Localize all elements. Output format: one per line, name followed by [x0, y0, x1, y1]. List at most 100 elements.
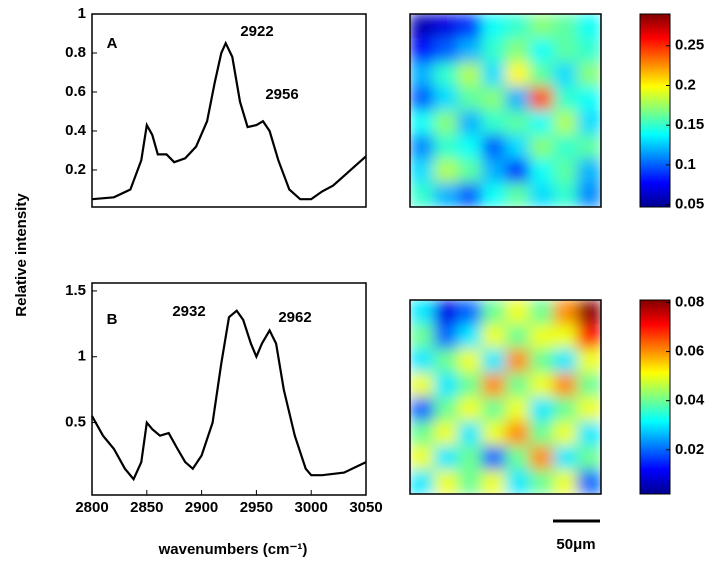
heatmap-cell	[410, 348, 435, 374]
heatmap-cell	[529, 182, 554, 207]
heatmap-cell	[457, 158, 483, 184]
peak-label: 2956	[265, 86, 298, 103]
heatmap-cell	[481, 182, 506, 207]
heatmap-cell	[481, 86, 506, 111]
heatmap-cell	[553, 86, 578, 111]
heatmap-cell	[577, 469, 601, 494]
heatmap-cell	[505, 300, 530, 325]
x-tick-label: 2950	[240, 499, 273, 516]
heatmap-cell	[481, 348, 506, 374]
colorbar-tick-label: 0.02	[675, 441, 704, 458]
panel-letter: A	[107, 35, 118, 52]
spectrum-line	[91, 309, 367, 482]
heatmap-cell	[433, 421, 459, 446]
heatmap-cell	[577, 62, 601, 87]
y-tick-label: 0.5	[65, 414, 86, 431]
y-tick-label: 1	[78, 5, 86, 22]
heatmap-cell	[433, 469, 459, 494]
heatmap-cell	[553, 421, 578, 446]
heatmap-cell	[457, 421, 483, 446]
heatmap-cell	[577, 372, 601, 398]
heatmap-cell	[433, 348, 459, 374]
heatmap-cell	[433, 110, 459, 136]
heatmap-cell	[505, 38, 530, 63]
heatmap-cell	[433, 397, 459, 422]
heatmap-cell	[481, 300, 506, 325]
heatmap-cell	[505, 324, 530, 349]
heatmap-cell	[457, 86, 483, 111]
heatmap-cell	[553, 300, 578, 325]
heatmap-cell	[481, 372, 506, 398]
colorbar-tick-label: 0.15	[675, 116, 704, 133]
heatmap-cell	[577, 38, 601, 63]
heatmap-cell	[481, 134, 506, 160]
heatmap-cell	[553, 110, 578, 136]
heatmap-cell	[433, 86, 459, 111]
y-tick-label: 0.2	[65, 161, 86, 178]
heatmap-cell	[577, 397, 601, 422]
heatmap-frame	[409, 13, 602, 208]
x-tick-label: 3050	[349, 499, 382, 516]
heatmap	[410, 14, 601, 207]
peak-label: 2932	[172, 303, 205, 320]
panel-letter: B	[107, 311, 118, 328]
heatmap-cell	[577, 182, 601, 207]
heatmap-cell	[410, 397, 435, 422]
heatmap-cell	[481, 324, 506, 349]
heatmap-cell	[505, 14, 530, 39]
y-tick-label: 1.5	[65, 282, 86, 299]
heatmap-cell	[577, 110, 601, 136]
colorbar-tick-label: 0.08	[675, 293, 704, 310]
heatmap-cell	[410, 14, 435, 39]
heatmap-cell	[457, 324, 483, 349]
heatmap-cell	[433, 158, 459, 184]
heatmap-cell	[505, 445, 530, 471]
colorbar-tick-label: 0.06	[675, 343, 704, 360]
heatmap-cell	[481, 445, 506, 471]
heatmap-cell	[529, 348, 554, 374]
colorbar-tick-label: 0.25	[675, 37, 704, 54]
heatmap-cell	[433, 445, 459, 471]
heatmap-cell	[457, 397, 483, 422]
colorbar-tick-label: 0.04	[675, 392, 705, 409]
heatmap-cell	[529, 14, 554, 39]
heatmap-cell	[433, 62, 459, 87]
heatmap	[410, 300, 601, 494]
colorbar-tick-label: 0.1	[675, 156, 696, 173]
heatmap-cell	[529, 38, 554, 63]
heatmap-cell	[577, 86, 601, 111]
heatmap-cell	[505, 62, 530, 87]
heatmap-cell	[553, 182, 578, 207]
heatmap-cell	[529, 324, 554, 349]
scale-bar-label: 50μm	[556, 536, 595, 553]
heatmap-cell	[505, 348, 530, 374]
heatmap-cell	[457, 38, 483, 63]
heatmap-cell	[433, 134, 459, 160]
x-axis-label: wavenumbers (cm⁻¹)	[158, 541, 308, 558]
heatmap-cell	[505, 134, 530, 160]
heatmap-cell	[481, 62, 506, 87]
heatmap-cell	[457, 469, 483, 494]
heatmap-cell	[505, 86, 530, 111]
heatmap-cell	[553, 62, 578, 87]
heatmap-cell	[410, 421, 435, 446]
heatmap-cell	[481, 421, 506, 446]
heatmap-cell	[410, 300, 435, 325]
y-axis-label: Relative intensity	[13, 193, 30, 317]
heatmap-cell	[410, 86, 435, 111]
heatmap-cell	[529, 134, 554, 160]
heatmap-cell	[553, 372, 578, 398]
heatmap-cell	[505, 372, 530, 398]
heatmap-cell	[481, 110, 506, 136]
heatmap-cell	[410, 110, 435, 136]
heatmap-cell	[553, 348, 578, 374]
heatmap-cell	[577, 324, 601, 349]
y-tick-label: 1	[78, 348, 86, 365]
x-tick-label: 2900	[185, 499, 218, 516]
heatmap-cell	[529, 397, 554, 422]
heatmap-cell	[433, 38, 459, 63]
heatmap-cell	[410, 324, 435, 349]
heatmap-cell	[410, 445, 435, 471]
heatmap-cell	[410, 62, 435, 87]
heatmap-cell	[433, 14, 459, 39]
